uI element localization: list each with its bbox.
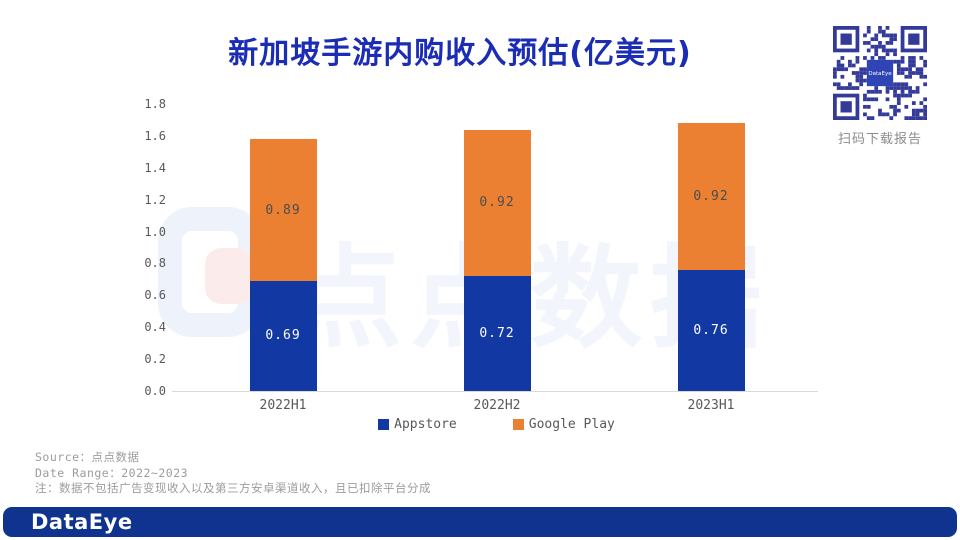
bar-value-label: 0.76 [693,322,729,338]
bar-segment-appstore[interactable]: 0.72 [463,276,531,391]
x-category-label: 2022H1 [259,398,307,413]
bar-segment-appstore[interactable]: 0.69 [249,280,317,391]
y-tick-label: 1.4 [144,160,166,175]
bar-segment-google-play[interactable]: 0.89 [249,139,317,281]
watermark-logo-dot-icon [205,248,253,304]
qr-caption: 扫码下载报告 [837,132,922,147]
qr-code-icon: DataEye [833,26,927,120]
y-tick-label: 0.0 [144,384,166,398]
y-tick-label: 0.8 [144,256,166,271]
footnote-note: 注：数据不包括广告变现收入以及第三方安卓渠道收入，且已扣除平台分成 [35,481,431,495]
bar-value-label: 0.72 [479,326,515,342]
legend: Appstore Google Play [175,417,818,432]
legend-item-google-play[interactable]: Google Play [512,417,615,432]
chart-title: 新加坡手游内购收入预估(亿美元) [228,36,692,71]
x-category-label: 2023H1 [687,398,735,413]
y-tick-label: 1.2 [144,192,166,207]
legend-item-appstore[interactable]: Appstore [378,417,457,432]
y-tick-label: 1.8 [144,97,166,111]
bar-segment-google-play[interactable]: 0.92 [463,129,531,277]
y-tick-label: 1.0 [144,224,166,239]
bar-segment-appstore[interactable]: 0.76 [677,269,745,391]
x-axis-line [172,391,818,392]
footer-bar: DataEye [3,507,957,537]
dataeye-logo: DataEye [31,510,133,534]
bar-value-label: 0.92 [693,188,729,204]
legend-label: Google Play [528,417,615,432]
x-category-label: 2022H2 [473,398,521,413]
bar-segment-google-play[interactable]: 0.92 [677,123,745,270]
y-tick-label: 0.6 [144,288,166,303]
bar-value-label: 0.92 [479,195,515,211]
footnote-date-range: Date Range：2022~2023 [35,465,189,480]
legend-swatch-icon [512,419,524,430]
qr-code: DataEye [833,26,927,124]
svg-text:DataEye: DataEye [868,71,892,77]
legend-swatch-icon [378,419,390,430]
bar-value-label: 0.89 [265,202,301,218]
y-tick-label: 0.4 [144,320,166,335]
legend-label: Appstore [394,417,457,432]
footnote-source: Source：点点数据 [35,450,140,464]
y-tick-label: 0.2 [144,352,166,367]
bar-value-label: 0.69 [265,328,301,344]
footnotes: Source：点点数据 Date Range：2022~2023 注：数据不包括… [35,450,431,497]
y-tick-label: 1.6 [144,128,166,143]
